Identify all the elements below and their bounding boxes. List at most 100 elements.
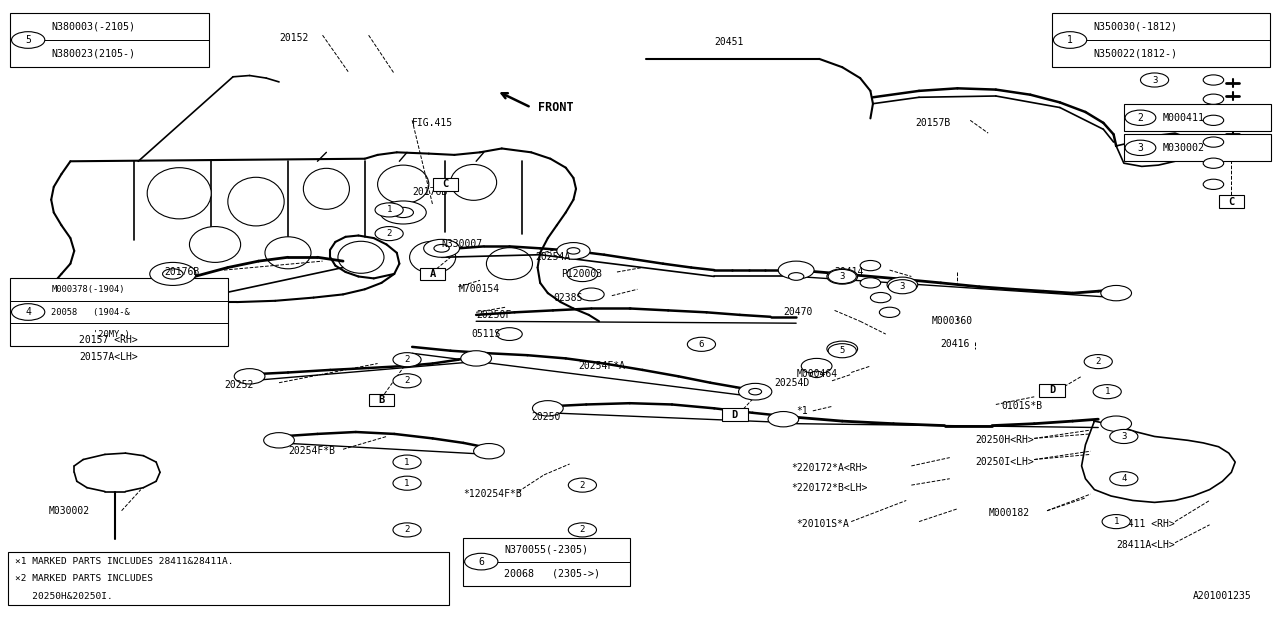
Text: 3: 3 — [1121, 432, 1126, 441]
Bar — [1124, 134, 1271, 161]
Text: 6: 6 — [699, 340, 704, 349]
Text: 4: 4 — [26, 307, 31, 317]
Text: M000378(-1904): M000378(-1904) — [51, 285, 124, 294]
Text: 20250H&20250I.: 20250H&20250I. — [15, 591, 113, 600]
Text: 0238S: 0238S — [553, 292, 582, 303]
Text: 2: 2 — [580, 525, 585, 534]
Circle shape — [568, 478, 596, 492]
Circle shape — [1140, 73, 1169, 87]
Ellipse shape — [228, 177, 284, 226]
Text: FIG.415: FIG.415 — [412, 118, 453, 128]
Text: 20254A: 20254A — [535, 252, 571, 262]
Circle shape — [828, 269, 856, 284]
Circle shape — [810, 371, 823, 378]
Circle shape — [234, 369, 265, 384]
Text: 1: 1 — [404, 458, 410, 467]
Text: M000464: M000464 — [796, 369, 837, 380]
Text: 20254F*A: 20254F*A — [579, 361, 626, 371]
Circle shape — [150, 262, 196, 285]
Circle shape — [879, 307, 900, 317]
Ellipse shape — [378, 165, 429, 204]
Text: N350030(-1812): N350030(-1812) — [1093, 21, 1178, 31]
Text: B: B — [379, 395, 384, 405]
Circle shape — [801, 358, 832, 374]
Circle shape — [788, 273, 804, 280]
Circle shape — [264, 433, 294, 448]
Text: N350022(1812-): N350022(1812-) — [1093, 49, 1178, 59]
Circle shape — [1053, 32, 1087, 49]
Text: 20157A<LH>: 20157A<LH> — [79, 352, 138, 362]
Text: D: D — [1050, 385, 1055, 396]
Text: N330007: N330007 — [442, 239, 483, 250]
Text: 20176B: 20176B — [412, 187, 448, 197]
Text: 0101S*B: 0101S*B — [1001, 401, 1042, 412]
Text: M000411: M000411 — [1162, 113, 1204, 123]
Text: *20101S*A: *20101S*A — [796, 518, 849, 529]
Text: 20470: 20470 — [783, 307, 813, 317]
Text: 2: 2 — [387, 229, 392, 238]
Circle shape — [163, 269, 183, 279]
Text: N380023(2105-): N380023(2105-) — [51, 49, 136, 59]
Ellipse shape — [265, 237, 311, 269]
Text: 3: 3 — [900, 282, 905, 291]
Text: '20MY-): '20MY-) — [51, 330, 131, 339]
Circle shape — [12, 32, 45, 49]
Circle shape — [393, 476, 421, 490]
Bar — [10, 13, 209, 67]
Text: 1: 1 — [1105, 387, 1110, 396]
Bar — [1052, 13, 1270, 67]
Circle shape — [461, 351, 492, 366]
Circle shape — [828, 344, 856, 358]
Text: 1: 1 — [387, 205, 392, 214]
Ellipse shape — [451, 164, 497, 200]
Bar — [10, 278, 228, 346]
Text: P120003: P120003 — [561, 269, 602, 279]
Text: 20157 <RH>: 20157 <RH> — [79, 335, 138, 346]
Circle shape — [567, 266, 598, 282]
Circle shape — [827, 341, 858, 356]
Text: *220172*B<LH>: *220172*B<LH> — [791, 483, 868, 493]
Text: M030002: M030002 — [1162, 143, 1204, 153]
Text: 20176B: 20176B — [164, 267, 200, 277]
Text: 2: 2 — [1138, 113, 1143, 123]
Ellipse shape — [303, 168, 349, 209]
Text: 2: 2 — [1096, 357, 1101, 366]
Text: C: C — [1229, 196, 1234, 207]
Bar — [463, 538, 630, 586]
Text: 28411A<LH>: 28411A<LH> — [1116, 540, 1175, 550]
Text: 6: 6 — [479, 557, 484, 566]
Ellipse shape — [486, 248, 532, 280]
Circle shape — [393, 455, 421, 469]
Circle shape — [1203, 137, 1224, 147]
Text: N380003(-2105): N380003(-2105) — [51, 21, 136, 31]
Circle shape — [860, 260, 881, 271]
Text: 2: 2 — [580, 481, 585, 490]
Circle shape — [1125, 140, 1156, 156]
Text: 20250H<RH>: 20250H<RH> — [975, 435, 1034, 445]
Text: 20068   (2305->): 20068 (2305->) — [504, 568, 600, 579]
Circle shape — [375, 227, 403, 241]
Circle shape — [393, 353, 421, 367]
Text: 1: 1 — [404, 479, 410, 488]
Text: 1: 1 — [1114, 517, 1119, 526]
Text: 20152: 20152 — [279, 33, 308, 44]
Text: 1: 1 — [1068, 35, 1073, 45]
Circle shape — [12, 304, 45, 320]
Text: 20252: 20252 — [224, 380, 253, 390]
Text: M700154: M700154 — [458, 284, 499, 294]
Text: 20414: 20414 — [835, 267, 864, 277]
Circle shape — [393, 207, 413, 218]
Circle shape — [497, 328, 522, 340]
Ellipse shape — [147, 168, 211, 219]
Bar — [1219, 195, 1244, 208]
Text: 20254D: 20254D — [774, 378, 810, 388]
Text: 5: 5 — [26, 35, 31, 45]
Text: *220172*A<RH>: *220172*A<RH> — [791, 463, 868, 474]
Bar — [433, 178, 458, 191]
Circle shape — [474, 444, 504, 459]
Circle shape — [888, 280, 916, 294]
Circle shape — [1203, 158, 1224, 168]
Circle shape — [1084, 355, 1112, 369]
Circle shape — [567, 248, 580, 254]
Text: 20451: 20451 — [714, 36, 744, 47]
